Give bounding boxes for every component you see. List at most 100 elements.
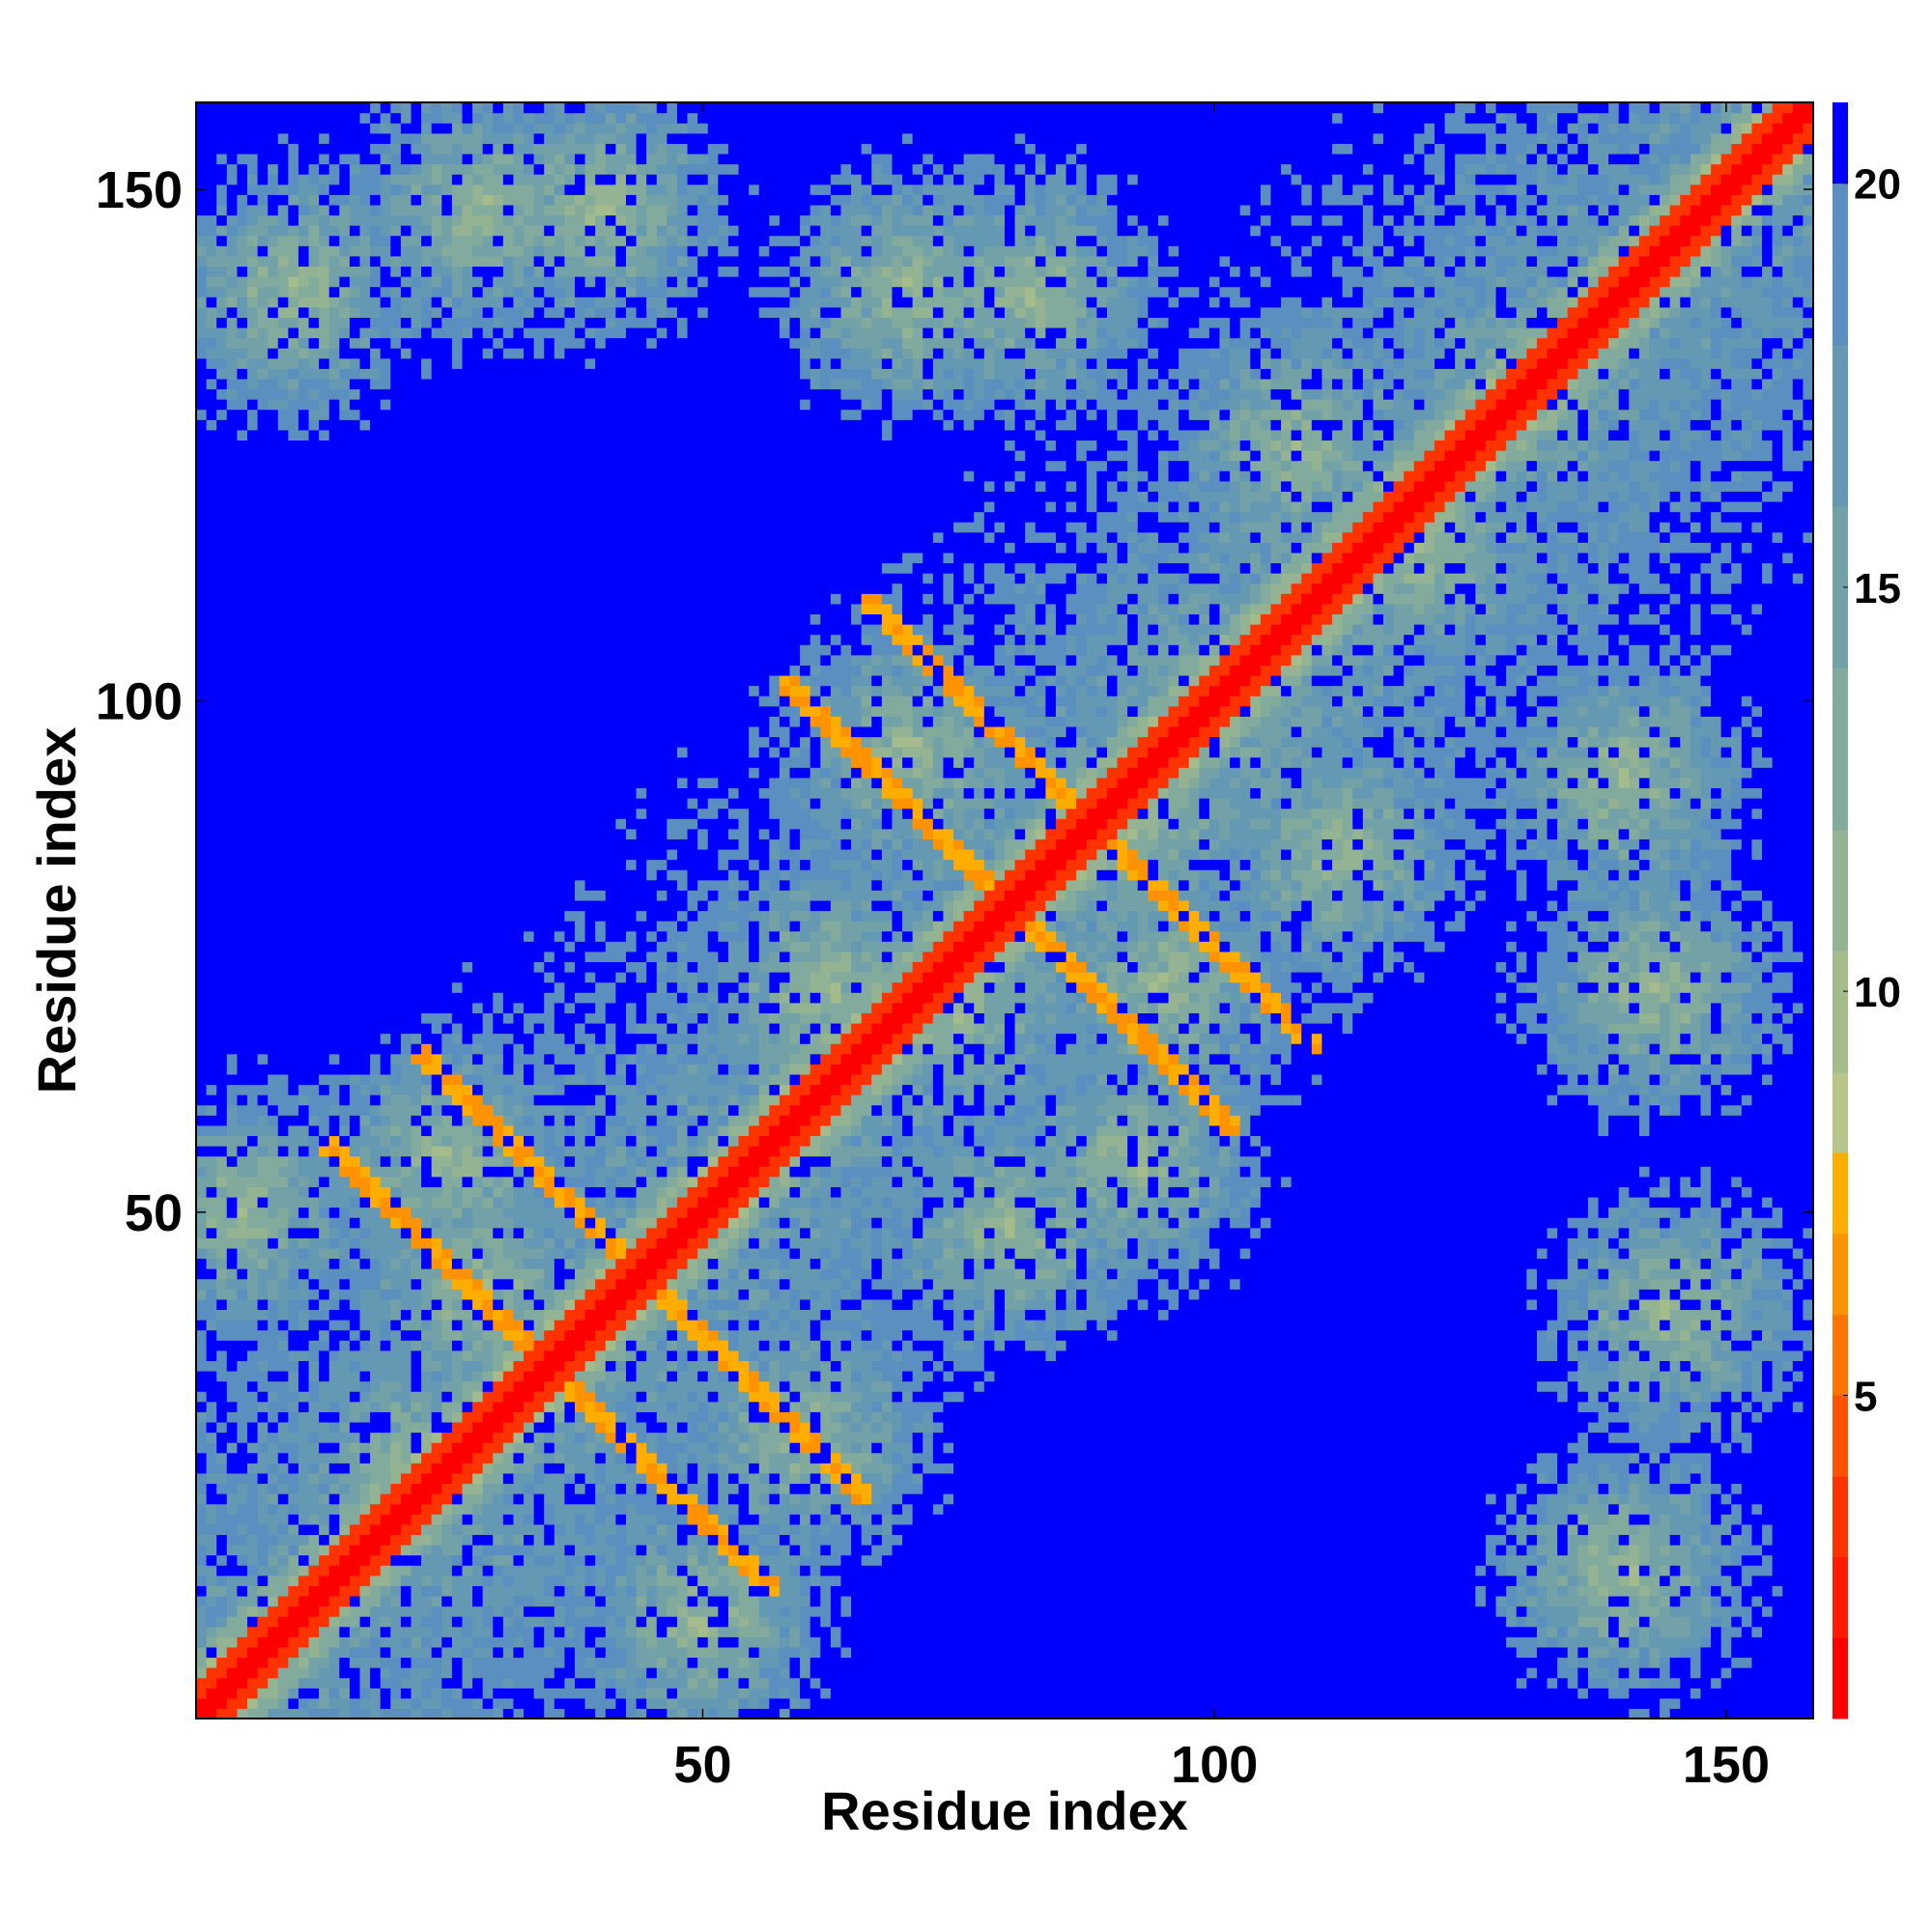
heatmap-cell: [381, 767, 391, 778]
heatmap-cell: [196, 880, 207, 891]
heatmap-cell: [350, 348, 360, 358]
heatmap-cell: [360, 1381, 371, 1392]
heatmap-cell: [441, 767, 452, 778]
heatmap-cell: [298, 1125, 309, 1136]
heatmap-cell: [216, 388, 227, 399]
heatmap-cell: [503, 747, 514, 757]
heatmap-cell: [421, 747, 432, 757]
heatmap-cell: [298, 481, 309, 492]
heatmap-cell: [503, 860, 514, 870]
heatmap-cell: [237, 388, 247, 399]
heatmap-cell: [390, 890, 401, 900]
heatmap-cell: [329, 900, 340, 911]
heatmap-cell: [462, 287, 472, 298]
heatmap-cell: [237, 675, 247, 686]
heatmap-cell: [216, 1146, 227, 1156]
heatmap-cell: [472, 450, 483, 461]
heatmap-cell: [339, 1678, 350, 1689]
heatmap-cell: [339, 287, 350, 298]
heatmap-cell: [493, 849, 503, 860]
heatmap-cell: [411, 911, 421, 922]
heatmap-cell: [432, 1627, 442, 1637]
heatmap-cell: [258, 1228, 269, 1238]
heatmap-cell: [329, 113, 340, 124]
heatmap-cell: [452, 696, 463, 706]
heatmap-cell: [247, 327, 258, 338]
heatmap-cell: [288, 410, 298, 420]
heatmap-cell: [258, 1237, 269, 1248]
heatmap-cell: [421, 358, 432, 369]
heatmap-cell: [472, 644, 483, 655]
heatmap-cell: [381, 542, 391, 553]
heatmap-cell: [278, 501, 289, 512]
heatmap-cell: [452, 205, 463, 215]
heatmap-cell: [258, 1514, 269, 1524]
heatmap-cell: [411, 245, 421, 256]
heatmap-cell: [258, 716, 269, 726]
heatmap-cell: [298, 1371, 309, 1381]
heatmap-cell: [258, 1463, 269, 1473]
heatmap-cell: [207, 358, 217, 369]
heatmap-cell: [319, 1483, 329, 1493]
heatmap-cell: [247, 1054, 258, 1065]
heatmap-cell: [370, 624, 381, 635]
heatmap-cell: [483, 1177, 494, 1187]
heatmap-cell: [462, 1085, 472, 1095]
heatmap-cell: [421, 491, 432, 501]
heatmap-cell: [370, 154, 381, 164]
heatmap-cell: [216, 297, 227, 307]
heatmap-cell: [247, 941, 258, 952]
heatmap-cell: [258, 655, 269, 666]
heatmap-cell: [329, 1237, 340, 1248]
heatmap-cell: [329, 1647, 340, 1658]
heatmap-cell: [309, 450, 320, 461]
heatmap-cell: [493, 972, 503, 982]
heatmap-cell: [441, 716, 452, 726]
heatmap-cell: [503, 1146, 514, 1156]
heatmap-cell: [462, 1514, 472, 1524]
heatmap-cell: [196, 665, 207, 675]
heatmap-cell: [329, 450, 340, 461]
heatmap-cell: [216, 1698, 227, 1709]
heatmap-cell: [441, 307, 452, 318]
heatmap-cell: [237, 501, 247, 512]
heatmap-cell: [503, 1320, 514, 1330]
heatmap-cell: [339, 379, 350, 389]
heatmap-cell: [370, 1433, 381, 1443]
heatmap-cell: [513, 1146, 524, 1156]
heatmap-cell: [237, 665, 247, 675]
heatmap-cell: [513, 1237, 524, 1248]
heatmap-cell: [298, 317, 309, 327]
heatmap-cell: [350, 1248, 360, 1259]
heatmap-cell: [483, 1463, 494, 1473]
heatmap-cell: [247, 174, 258, 185]
heatmap-cell: [381, 706, 391, 717]
heatmap-cell: [503, 368, 514, 379]
heatmap-cell: [411, 818, 421, 829]
heatmap-cell: [452, 461, 463, 471]
heatmap-cell: [493, 1534, 503, 1545]
heatmap-cell: [288, 205, 298, 215]
heatmap-cell: [258, 573, 269, 583]
heatmap-cell: [247, 757, 258, 768]
heatmap-cell: [472, 849, 483, 860]
heatmap-cell: [216, 1576, 227, 1586]
heatmap-cell: [360, 123, 371, 133]
heatmap-cell: [432, 726, 442, 737]
heatmap-cell: [483, 1616, 494, 1627]
heatmap-cell: [339, 1360, 350, 1371]
heatmap-cell: [462, 1054, 472, 1065]
heatmap-cell: [401, 686, 412, 696]
heatmap-cell: [319, 787, 329, 798]
heatmap-cell: [493, 716, 503, 726]
heatmap-cell: [462, 860, 472, 870]
heatmap-cell: [452, 644, 463, 655]
heatmap-cell: [309, 1003, 320, 1013]
heatmap-cell: [237, 410, 247, 420]
heatmap-cell: [390, 1228, 401, 1238]
heatmap-cell: [421, 1237, 432, 1248]
heatmap-cell: [309, 829, 320, 839]
heatmap-cell: [237, 604, 247, 614]
heatmap-cell: [319, 399, 329, 410]
heatmap-cell: [370, 440, 381, 450]
